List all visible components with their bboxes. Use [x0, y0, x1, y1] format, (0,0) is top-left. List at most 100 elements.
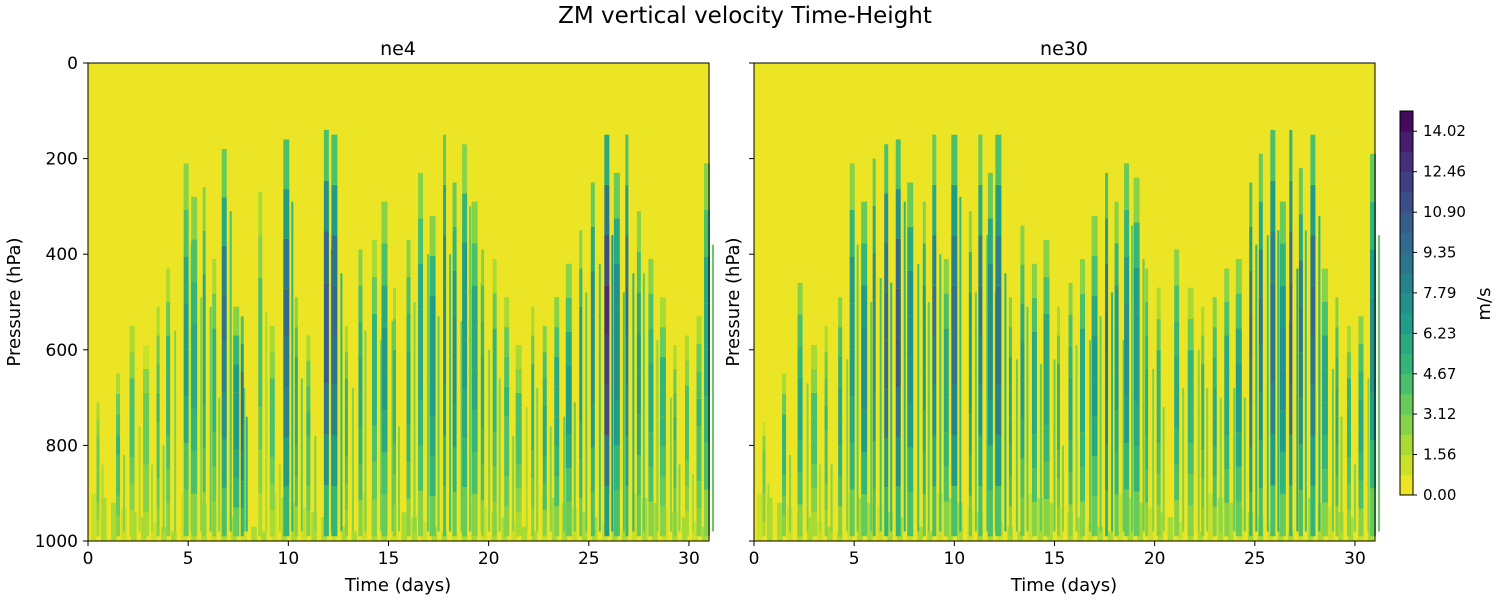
plume-cell [1235, 258, 1242, 294]
plume-cell [1369, 488, 1376, 537]
plume-streak [265, 311, 268, 532]
plume-cell [782, 434, 787, 455]
plume-cell [1310, 235, 1316, 286]
plume-cell [1346, 378, 1351, 405]
convective-event [684, 335, 694, 537]
plume-cell [258, 364, 263, 408]
plume-cell [884, 487, 889, 537]
convective-event [331, 134, 343, 537]
plume-cell [429, 336, 436, 377]
plume-cell [1258, 201, 1263, 250]
plume-cell [951, 184, 958, 236]
colorbar-level [1400, 373, 1413, 395]
plume-cell [358, 500, 363, 537]
colorbar-level [1400, 252, 1413, 274]
plume-cell [418, 445, 424, 491]
plume-cell [811, 464, 818, 489]
plume-cell [492, 432, 497, 467]
plume-cell [1346, 483, 1351, 510]
plume-cell [625, 235, 629, 286]
plume-cell [1105, 172, 1109, 219]
plume-cell [1335, 506, 1339, 537]
plume-cell [1258, 345, 1263, 393]
plume-cell [1224, 268, 1230, 302]
plume-cell [1124, 489, 1130, 537]
colorbar-tick-label: 3.12 [1423, 405, 1456, 423]
plume-cell [849, 256, 855, 304]
plume-streak [536, 388, 539, 532]
plume-cell [636, 211, 641, 252]
plume-cell [849, 303, 855, 350]
plume-cell [797, 409, 803, 442]
plume-streak [488, 349, 491, 532]
convective-event [1212, 297, 1222, 537]
plume-cell [1279, 368, 1286, 411]
plume-cell [1080, 293, 1086, 329]
plume-cell [116, 495, 121, 516]
plume-cell [673, 345, 677, 369]
plume-cell [895, 437, 901, 487]
plume-cell [1279, 201, 1286, 244]
plume-streak [974, 292, 977, 532]
plume-cell [96, 419, 100, 436]
plume-cell [1156, 380, 1161, 412]
plume-cell [838, 416, 843, 447]
surface-cell [101, 497, 107, 541]
plume-cell [872, 394, 876, 442]
plume-cell [811, 512, 818, 537]
plume-cell [703, 303, 710, 350]
plume-cell [221, 197, 227, 246]
surface-cell [807, 517, 813, 541]
plume-cell [625, 486, 629, 537]
plume-cell [183, 396, 189, 444]
plume-cell [797, 377, 803, 410]
plume-cell [1321, 402, 1328, 436]
plume-cell [323, 485, 329, 537]
plume-cell [358, 321, 363, 357]
convective-event [1201, 306, 1209, 537]
convective-event [968, 211, 977, 537]
surface-cell [521, 526, 528, 541]
surface-cell [1227, 502, 1234, 541]
plume-cell [443, 285, 447, 336]
plume-cell [1145, 402, 1149, 436]
y-axis-label-ne4: Pressure (hPa) [4, 237, 25, 366]
plume-cell [1080, 466, 1086, 502]
surface-cell [1027, 493, 1033, 541]
plume-cell [1358, 316, 1364, 344]
plume-cell [1187, 287, 1194, 319]
plume-cell [1008, 506, 1012, 537]
convective-event [358, 249, 367, 537]
plume-cell [1201, 392, 1205, 422]
plume-cell [191, 281, 198, 325]
plume-cell [1133, 356, 1140, 402]
plume-streak [379, 340, 382, 532]
plume-cell [565, 468, 572, 503]
plume-streak [162, 445, 165, 532]
plume-cell [872, 300, 876, 348]
plume-cell [554, 476, 560, 507]
plume-cell [96, 435, 100, 453]
plume-cell [659, 327, 666, 357]
plume-cell [1212, 297, 1217, 328]
plume-cell [625, 435, 629, 487]
plume-cell [782, 373, 787, 395]
plume-cell [922, 494, 926, 537]
convective-event [1174, 249, 1185, 537]
plume-cell [1145, 469, 1149, 503]
plume-streak [678, 464, 681, 532]
plume-cell [824, 404, 828, 432]
plume-cell [1270, 333, 1276, 384]
plume-cell [1235, 328, 1242, 363]
plume-cell [406, 276, 411, 314]
plume-cell [531, 507, 535, 537]
plume-cell [1124, 349, 1130, 397]
plume-cell [1187, 349, 1194, 381]
colorbar-level [1400, 313, 1413, 334]
plume-cell [861, 368, 868, 411]
plume-cell [1258, 392, 1263, 441]
plume-cell [1224, 368, 1230, 403]
panel-ne30: ne30 0 5 10 15 20 25 30 Time (days) Pressure (… [723, 38, 1380, 596]
plume-cell [443, 134, 447, 185]
plume-cell [811, 345, 818, 369]
